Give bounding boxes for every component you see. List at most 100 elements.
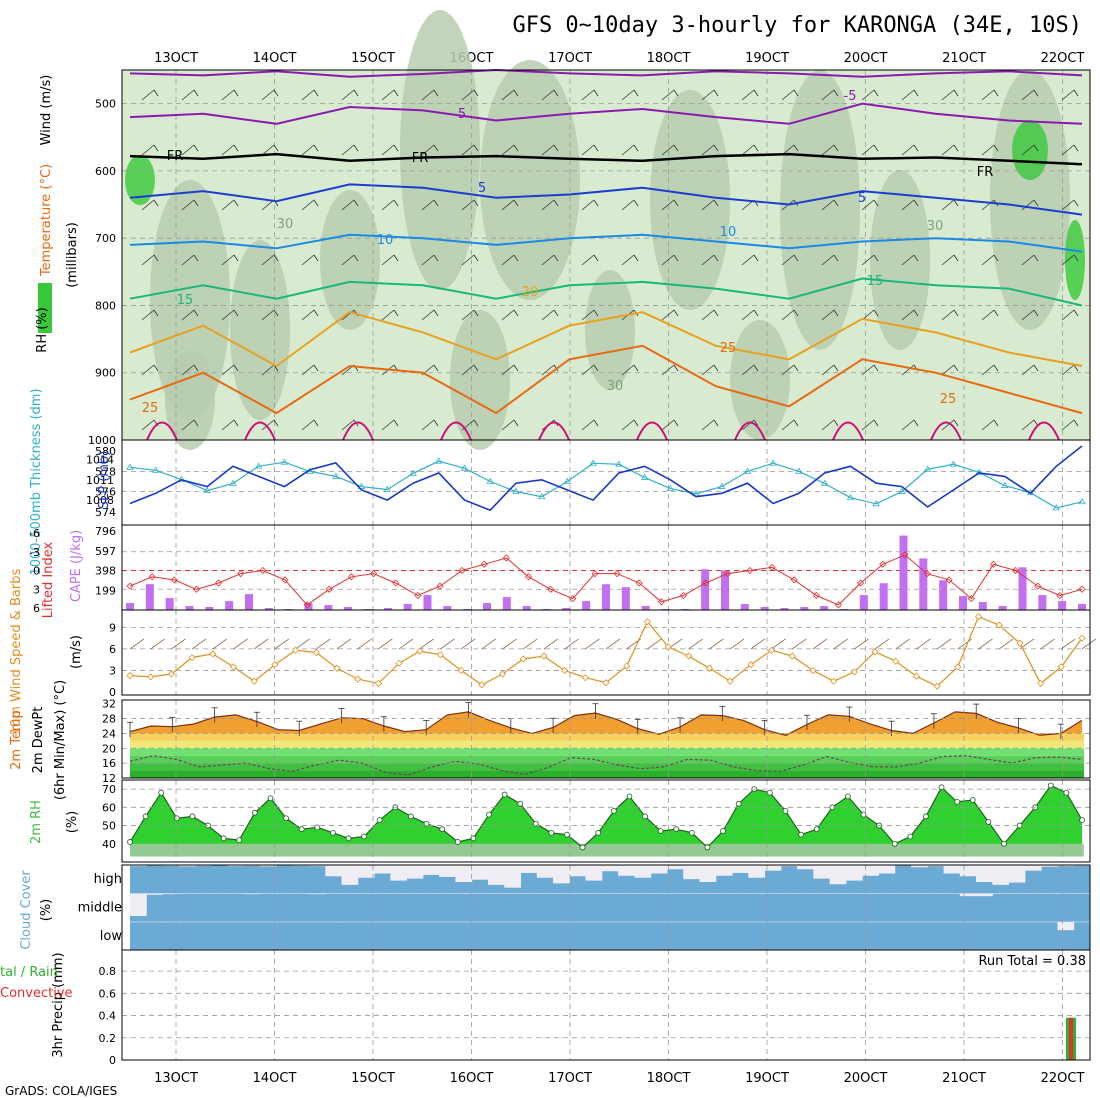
cloud-gap [992,921,1010,923]
wind-barb-flag [353,89,359,97]
wind-barb [741,309,755,321]
y-tick-label-slp: 1011 [86,474,114,487]
contour-line-t10 [129,233,1083,253]
cloud-gap [487,921,505,923]
cloud-gap [797,865,814,870]
rh-shade [730,320,790,440]
cloud-gap [390,921,408,923]
cloud-gap [471,921,489,923]
wind-barb [821,89,835,101]
cloud-gap [1008,865,1026,883]
wind-barb [821,309,835,321]
y-tick-label: 50 [102,820,116,833]
rh-shade [585,270,635,390]
wind-barb-flag [913,309,919,317]
thickness-point [383,485,392,493]
wind-barb-flag [753,89,759,97]
contour-label: 5 [858,191,866,206]
wind-barb [981,419,995,431]
wind10-barb [212,638,228,650]
wind-barb-flag [433,364,439,372]
wind-barb [541,254,555,266]
lifted-point [702,579,710,587]
wind-barb [221,144,235,156]
wind10-point [209,650,217,658]
cloud-gap [341,921,359,923]
wind10-barb [833,638,848,650]
rh2m-point [236,837,243,844]
wind10-barb [750,638,766,650]
cloud-gap [618,865,635,876]
wind-barb [261,419,275,431]
cloud-gap [130,865,147,867]
rh-shade [990,70,1070,330]
rh-shade [400,10,480,290]
cloud-gap [992,865,1010,885]
rh2m-point [798,831,804,838]
thickness-point [589,459,597,466]
rh2m-point [283,815,289,822]
wind-barb-flag [793,309,799,317]
rh2m-point [439,826,446,833]
wind-barb [541,89,555,101]
wind-barb [341,309,355,321]
wind-barb [261,144,275,156]
x-tick-label-bottom: 17OCT [548,1071,592,1086]
wind-barb [261,364,275,376]
wind-barb-flag [553,89,559,97]
wind10-point [333,664,341,672]
cloud-gap [585,921,603,923]
lifted-point [1012,566,1020,575]
cloud-gap [536,921,554,923]
wind-barb-flag [593,364,599,372]
wind-barb-flag [873,89,879,97]
cloud-gap [504,921,522,923]
wind-barb-flag [873,144,879,152]
wind10-barb [316,638,331,650]
wind-barb-flag [473,89,479,97]
ylabel-cloud: Cloud Cover [19,870,34,950]
thickness-point [332,472,340,479]
cloud-gap [992,893,1010,894]
cloud-gap [618,893,635,894]
wind-barb-flag [513,254,519,262]
cloud-gap [601,921,619,923]
contour-label: 10 [377,233,394,248]
cape-bar [245,594,253,610]
cape-bar [760,607,769,610]
cloud-gap [308,921,326,923]
rh2m-point [267,795,274,802]
wind-barb [1021,144,1035,156]
wind-barb-flag [673,89,679,97]
rh2m-point [329,829,336,836]
cloud-gap [650,921,668,923]
wind-barb [501,144,515,156]
wind10-barb [957,638,973,650]
cloud-gap [845,921,863,923]
lifted-point [414,591,422,600]
wind-barb [181,419,195,431]
wind-barb-flag [513,309,519,317]
rh2m-point [626,793,633,800]
temp-fill [130,711,1082,736]
wind-barb-flag [913,254,919,262]
wind-barb-flag [873,364,879,372]
thickness-point [203,486,211,494]
cloud-gap [976,865,993,882]
wind-barb [141,144,155,156]
lifted-point [901,551,909,559]
wind10-barb [874,638,890,650]
cloud-gap [520,865,538,873]
rh2m-point [579,844,586,851]
wind-barb [941,144,955,156]
cloud-gap [487,893,505,894]
ylabel-rh: RH (%) [35,307,50,352]
wind10-point [892,657,900,665]
cloud-gap [780,865,798,867]
cloud-gap [243,921,261,923]
contour-line-t15 [129,277,1083,307]
wind-barb-flag [593,254,599,262]
wind10-point [354,675,362,683]
ylabel-lifted: Lifted Index [41,541,56,618]
wind-barb [941,364,955,376]
